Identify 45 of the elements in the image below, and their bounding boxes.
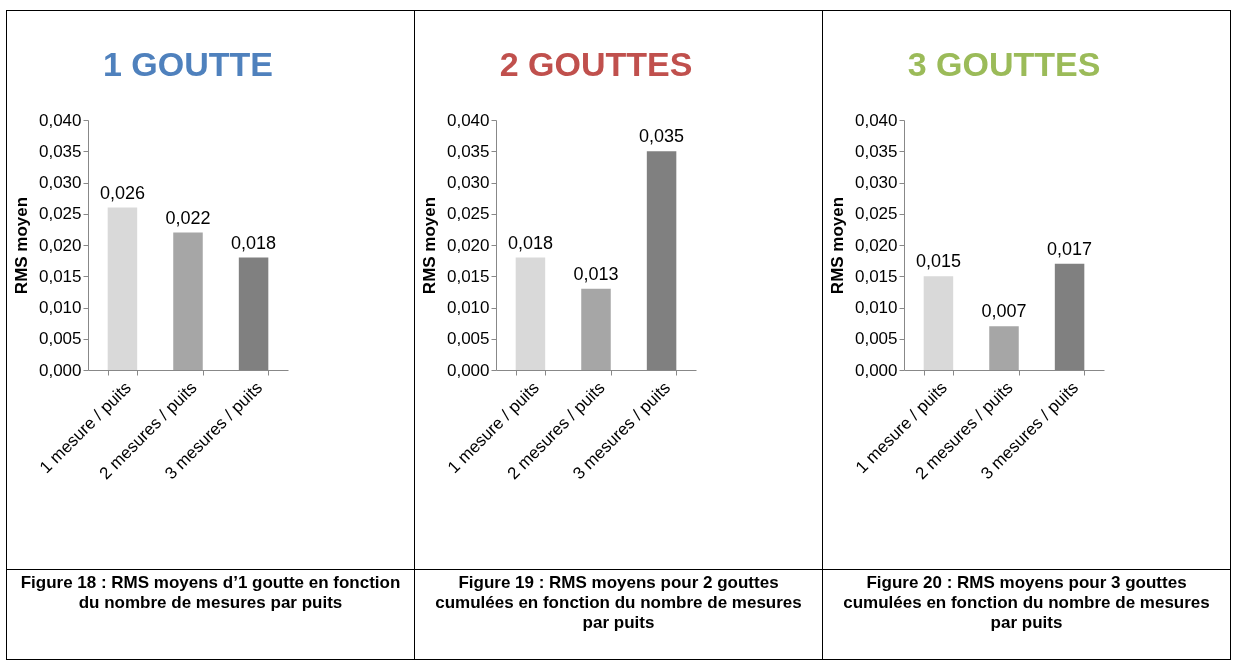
y-tick-label: 0,030 (38, 173, 82, 192)
caption: Figure 19 : RMS moyens pour 2 gouttes cumulées en fonction du nombre de mesures par puits (415, 569, 822, 659)
y-tick-label: 0,015 (38, 266, 82, 286)
y-tick-label: 0,030 (446, 173, 490, 192)
data-label: 0,013 (573, 263, 619, 284)
y-tick-label: 0,015 (446, 266, 490, 286)
data-label: 0,007 (981, 301, 1027, 322)
y-tick-label: 0,005 (446, 329, 490, 349)
y-tick-label: 0,035 (446, 141, 490, 161)
y-tick-label: 0,035 (854, 141, 898, 161)
y-axis-title: RMS moyen (827, 196, 847, 295)
data-label: 0,017 (1047, 238, 1093, 259)
y-tick-label: 0,040 (38, 110, 82, 130)
y-tick-label: 0,005 (854, 329, 898, 349)
y-tick-label: 0,010 (38, 298, 82, 317)
chart-title: 1 GOUTTE (102, 45, 274, 83)
y-tick-label: 0,020 (38, 235, 82, 255)
data-label: 0,035 (639, 126, 685, 147)
y-tick-label: 0,040 (854, 110, 898, 130)
y-tick-label: 0,035 (38, 141, 82, 161)
y-tick-label: 0,000 (854, 360, 898, 380)
data-label: 0,015 (915, 251, 961, 272)
y-tick-label: 0,010 (854, 298, 898, 317)
y-axis-title: RMS moyen (11, 196, 31, 295)
caption: Figure 20 : RMS moyens pour 3 gouttes cumulées en fonction du nombre de mesures par puits (823, 569, 1230, 659)
y-axis-title: RMS moyen (419, 196, 439, 295)
data-label: 0,018 (507, 232, 553, 253)
y-tick-label: 0,000 (38, 360, 82, 380)
data-label: 0,022 (165, 207, 211, 228)
chart-title: 2 GOUTTES (499, 45, 693, 83)
y-tick-label: 0,020 (854, 235, 898, 255)
y-tick-label: 0,000 (446, 360, 490, 380)
y-tick-label: 0,040 (446, 110, 490, 130)
y-tick-label: 0,015 (854, 266, 898, 286)
y-tick-label: 0,005 (38, 329, 82, 349)
y-tick-label: 0,025 (38, 204, 82, 224)
data-label: 0,018 (231, 232, 277, 253)
caption: Figure 18 : RMS moyens d’1 goutte en fonction du nombre de mesures par puits (7, 569, 414, 659)
y-tick-label: 0,010 (446, 298, 490, 317)
chart-title: 3 GOUTTES (907, 45, 1101, 83)
y-tick-label: 0,025 (446, 204, 490, 224)
y-tick-label: 0,020 (446, 235, 490, 255)
y-tick-label: 0,025 (854, 204, 898, 224)
y-tick-label: 0,030 (854, 173, 898, 192)
data-label: 0,026 (99, 182, 145, 203)
